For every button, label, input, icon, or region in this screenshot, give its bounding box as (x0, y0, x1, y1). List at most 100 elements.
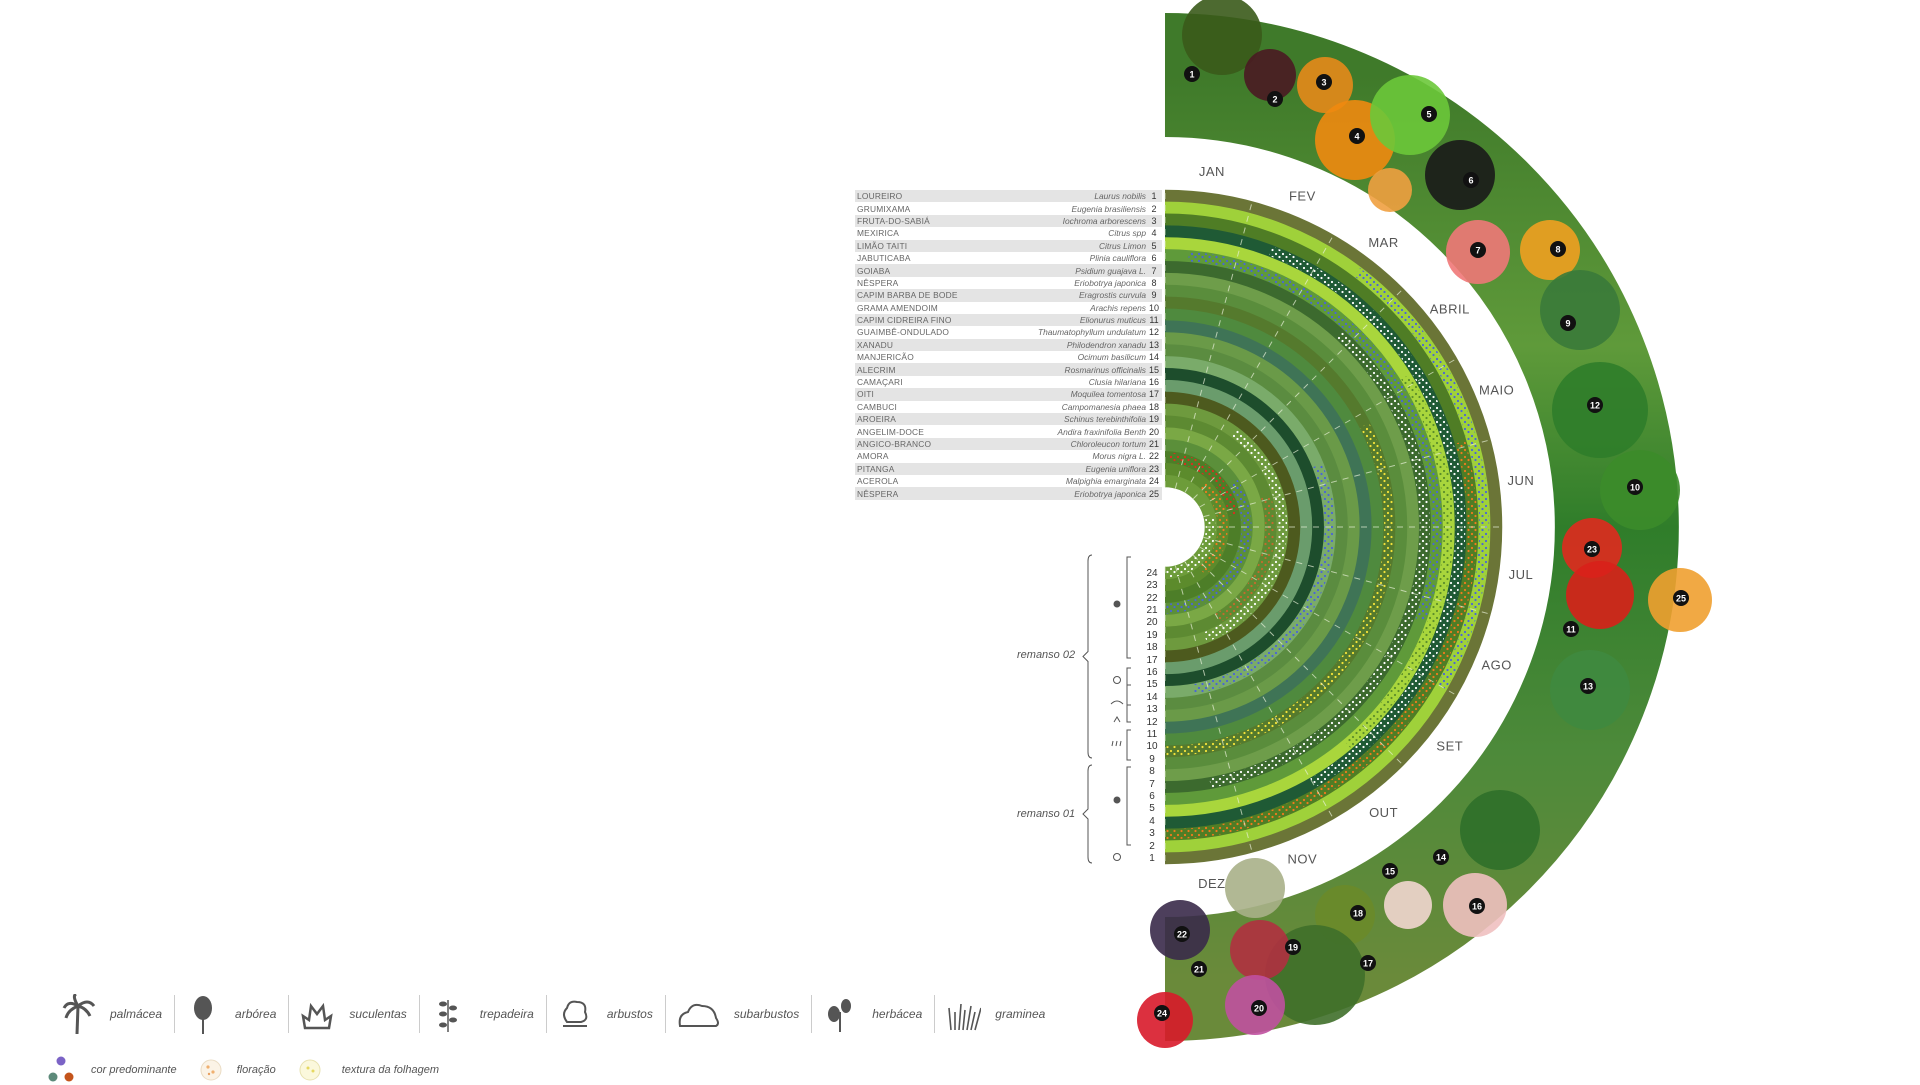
photo-badge-number: 7 (1475, 246, 1480, 256)
photo-badge (1350, 905, 1366, 921)
common-name: MANJERICÃO (857, 352, 914, 363)
month-labels: JAN FEV MAR ABRIL MAIO JUN JUL AGO SET OUT NOV DEZ (1198, 164, 1534, 891)
month-label: ABRIL (1430, 301, 1470, 316)
species-row: ALECRIM Rosmarinus officinalis 15 (855, 363, 1162, 376)
photo-badge (1673, 590, 1689, 606)
month-label: JUL (1509, 567, 1534, 582)
common-name: CAMBUCI (857, 401, 898, 412)
plant-photo (1225, 858, 1285, 918)
photo-badge-number: 5 (1426, 110, 1431, 120)
photo-badge-number: 25 (1676, 594, 1686, 604)
ring-number: 11 (1146, 729, 1158, 740)
species-number: 5 (1151, 240, 1157, 251)
photo-badge-number: 24 (1157, 1009, 1167, 1019)
scientific-name: Thaumatophyllum undulatum (1037, 327, 1146, 338)
ring-number: 5 (1149, 803, 1155, 815)
photo-badge-number: 12 (1590, 401, 1600, 411)
month-label: DEZ (1198, 876, 1226, 891)
species-row: AMORA Morus nigra L. 22 (855, 450, 1162, 462)
scientific-name: Schinus terebinthifolia (1064, 414, 1146, 425)
scientific-name: Rosmarinus officinalis (1064, 364, 1146, 375)
month-divider (1174, 565, 1253, 853)
color-dot (48, 1072, 58, 1082)
photo-badge-number: 11 (1566, 625, 1576, 635)
type-bracket (1126, 667, 1131, 706)
grass-icon (1111, 740, 1122, 747)
month-label: SET (1436, 739, 1463, 754)
color-dots-icon (48, 1056, 74, 1082)
species-row: JABUTICABA Plinia cauliflora 6 (855, 252, 1162, 264)
plant-photo (1540, 270, 1620, 350)
species-number: 21 (1148, 439, 1159, 449)
legend-item: herbácea (812, 995, 936, 1033)
species-number: 13 (1148, 339, 1159, 350)
scientific-name: Eriobotrya japonica (1074, 488, 1146, 499)
species-row: CAMBUCI Campomanesia phaea 18 (855, 401, 1162, 413)
ring-number: 14 (1146, 691, 1158, 703)
legend-cor-predominante: cor predominante (91, 1064, 177, 1076)
photo-badge-number: 6 (1468, 176, 1473, 186)
legend-label: herbácea (872, 1007, 923, 1021)
scientific-name: Chloroleucon tortum (1070, 439, 1146, 449)
species-number: 2 (1151, 203, 1157, 214)
type-bracket (1126, 556, 1131, 659)
shrub-icon (1113, 676, 1121, 684)
symbol-legend: cor predominante floração textura da fol… (45, 1055, 461, 1085)
species-number: 22 (1148, 451, 1159, 462)
ring-number: 2 (1149, 840, 1155, 852)
ring-23-flowering (1169, 452, 1239, 516)
species-row: XANADU Philodendron xanadu 13 (855, 338, 1162, 352)
species-row: CAPIM CIDREIRA FINO Elionurus muticus 11 (855, 313, 1162, 327)
group-label-remanso-02: remanso 02 (1017, 649, 1076, 661)
legend-item: palmácea (50, 994, 176, 1034)
species-row: LOUREIRO Laurus nobilis 1 (855, 190, 1162, 203)
plant-photo (1244, 49, 1296, 101)
species-row: MANJERICÃO Ocimum basilicum 14 (855, 351, 1162, 363)
common-name: ACEROLA (857, 476, 899, 487)
ring-number: 13 (1146, 704, 1158, 716)
tree-icon (1113, 796, 1121, 804)
scientific-name: Eugenia brasiliensis (1071, 203, 1147, 214)
ring-4-flowering (1269, 246, 1466, 788)
photo-badge (1285, 939, 1301, 955)
ring-24-flowering (1198, 479, 1228, 576)
common-name: OITI (857, 389, 875, 400)
ring-10-flowering (1164, 423, 1395, 757)
month-label: AGO (1481, 657, 1511, 672)
vine-icon (438, 1000, 457, 1032)
ring-number: 4 (1149, 815, 1155, 827)
legend-label: arbórea (235, 1007, 277, 1021)
photo-badge-number: 17 (1363, 959, 1373, 969)
ring-number: 8 (1149, 766, 1155, 778)
species-row: NÊSPERA Eriobotrya japonica 8 (855, 277, 1162, 289)
type-bracket (1126, 729, 1131, 761)
ring-number: 24 (1146, 567, 1158, 579)
ring-number: 9 (1149, 753, 1155, 765)
species-number: 14 (1148, 352, 1159, 363)
common-name: AMORA (857, 451, 889, 462)
species-number: 16 (1148, 377, 1159, 388)
photo-badge-number: 20 (1254, 1004, 1264, 1014)
common-name: NÊSPERA (857, 488, 899, 499)
common-name: GRUMIXAMA (857, 203, 911, 214)
photo-badge-number: 13 (1583, 682, 1593, 692)
species-row: OITI Moquilea tomentosa 17 (855, 388, 1162, 401)
species-row: GOIABA Psidium guajava L. 7 (855, 264, 1162, 277)
species-row: CAMAÇARI Clusia hilariana 16 (855, 376, 1162, 388)
month-divider (1192, 288, 1404, 500)
ring-20-flowering (1215, 494, 1276, 623)
species-number: 1 (1151, 191, 1157, 202)
common-name: ALECRIM (857, 364, 896, 375)
photo-badge (1580, 678, 1596, 694)
scientific-name: Eragrostis curvula (1078, 290, 1146, 301)
photo-badge-number: 19 (1288, 943, 1298, 953)
species-row: GRAMA AMENDOIM Arachis repens 10 (855, 302, 1162, 314)
palm-icon (62, 994, 96, 1034)
photo-badge (1627, 479, 1643, 495)
scientific-name: Psidium guajava L. (1075, 265, 1146, 276)
month-label: NOV (1288, 852, 1318, 867)
shrub-icon (1113, 853, 1121, 861)
common-name: ANGICO-BRANCO (857, 439, 932, 449)
photo-badge (1251, 1000, 1267, 1016)
common-name: GUAIMBÊ-ONDULADO (857, 327, 950, 338)
